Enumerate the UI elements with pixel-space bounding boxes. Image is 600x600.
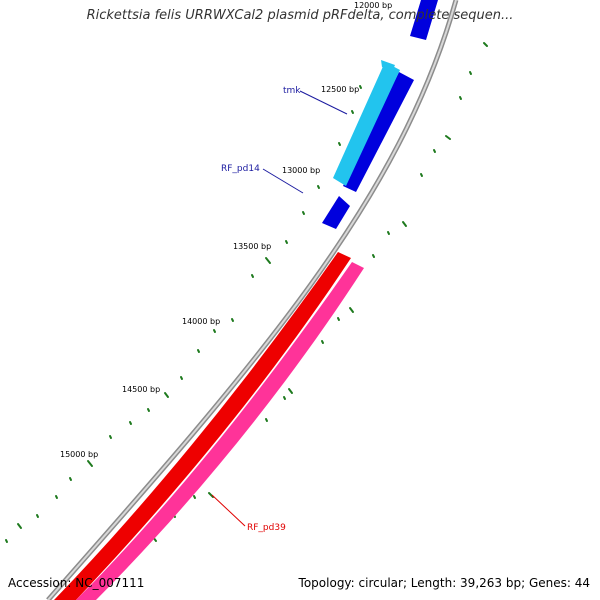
gene-label-rf-pd39[interactable]: RF_pd39 — [211, 494, 286, 533]
leader-line-tmk — [299, 90, 348, 115]
gene-label-text-rf-pd39[interactable]: RF_pd39 — [247, 523, 286, 533]
gene-label-tmk[interactable]: tmk — [283, 86, 348, 115]
blue-feature-pd14 — [322, 196, 350, 229]
tick-label-14500: 14500 bp — [122, 385, 160, 394]
leader-line-rf-pd39 — [211, 494, 246, 527]
gene-label-text-tmk[interactable]: tmk — [283, 86, 301, 96]
tick-label-14000: 14000 bp — [182, 317, 220, 326]
tick-label-15000: 15000 bp — [60, 450, 98, 459]
pink-feature-pd39 — [76, 262, 364, 600]
backbone-arc-highlight — [47, 0, 457, 600]
tick-label-13000: 13000 bp — [282, 166, 320, 175]
gene-label-rf-pd14[interactable]: RF_pd14 — [221, 164, 304, 194]
blue-feature-tmk — [343, 72, 414, 192]
cyan-feature-tmk — [333, 62, 400, 186]
tick-label-12500: 12500 bp — [321, 85, 359, 94]
tick-label-13500: 13500 bp — [233, 242, 271, 251]
map-title: Rickettsia felis URRWXCal2 plasmid pRFde… — [86, 8, 514, 23]
accession-text: Accession: NC_007111 — [8, 576, 145, 590]
cyan-feature-tmk-arrow — [381, 60, 395, 72]
blue-feature-top — [410, 0, 438, 40]
topology-summary: Topology: circular; Length: 39,263 bp; G… — [298, 576, 590, 590]
red-feature-pd39 — [54, 252, 351, 600]
leader-line-rf-pd14 — [262, 168, 304, 194]
gene-label-text-rf-pd14[interactable]: RF_pd14 — [221, 164, 260, 174]
tick-label-12000: 12000 bp — [354, 1, 392, 10]
inner-tick-marks — [5, 85, 362, 543]
